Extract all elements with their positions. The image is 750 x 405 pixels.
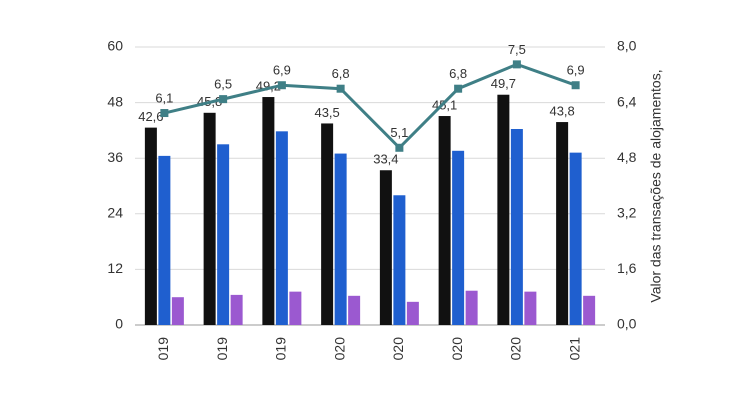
x-tick-label: 020 xyxy=(449,337,465,361)
value-label: 5,1 xyxy=(390,125,408,140)
line-marker xyxy=(395,143,404,152)
y2-tick-label: 1,6 xyxy=(617,260,637,276)
y2-tick-label: 0,0 xyxy=(617,316,637,332)
bar xyxy=(569,152,582,325)
x-tick-label: 020 xyxy=(390,337,406,361)
line xyxy=(164,62,577,150)
y2-tick-label: 6,4 xyxy=(617,93,637,109)
bar xyxy=(144,127,157,326)
x-tick-label: 019 xyxy=(155,337,171,361)
bar xyxy=(348,295,361,325)
bar xyxy=(438,116,451,325)
value-label: 6,8 xyxy=(449,66,467,81)
bar xyxy=(379,170,392,325)
bar xyxy=(393,195,406,325)
value-label: 49,7 xyxy=(491,76,516,91)
value-label: 6,9 xyxy=(273,63,291,78)
bar xyxy=(289,291,302,325)
y-tick-label: 24 xyxy=(107,205,123,221)
line-marker xyxy=(336,84,345,93)
y2-axis-title: Valor das transações de alojamentos, xyxy=(648,69,664,302)
line-marker xyxy=(571,81,580,90)
y-tick-label: 36 xyxy=(107,149,123,165)
value-label: 7,5 xyxy=(508,42,526,57)
y-tick-label: 48 xyxy=(107,93,123,109)
line-marker xyxy=(454,84,463,93)
bar xyxy=(510,129,523,325)
y2-tick-label: 8,0 xyxy=(617,38,637,54)
value-label: 43,5 xyxy=(314,105,339,120)
value-label: 6,9 xyxy=(567,63,585,78)
value-label: 6,8 xyxy=(332,66,350,81)
bar xyxy=(334,153,347,325)
bar xyxy=(158,155,171,325)
x-tick-label: 020 xyxy=(508,337,524,361)
bar xyxy=(203,112,216,325)
value-label: 6,1 xyxy=(155,90,173,105)
line-marker xyxy=(277,81,286,90)
bar xyxy=(321,123,334,325)
x-tick-label: 021 xyxy=(566,337,582,361)
y-tick-label: 60 xyxy=(107,38,123,54)
bar xyxy=(217,144,230,325)
value-label: 43,8 xyxy=(549,103,574,118)
y-tick-label: 0 xyxy=(115,316,123,332)
bar xyxy=(230,294,243,325)
bar xyxy=(171,297,184,325)
bar xyxy=(556,122,569,325)
value-label: 33,4 xyxy=(373,152,398,167)
x-tick-label: 019 xyxy=(214,337,230,361)
value-label: 42,6 xyxy=(138,109,163,124)
bar xyxy=(275,131,288,325)
line-marker xyxy=(160,109,169,118)
bar xyxy=(465,290,478,325)
bar xyxy=(262,97,275,325)
bar xyxy=(524,291,537,325)
x-tick-label: 020 xyxy=(331,337,347,361)
bar xyxy=(497,94,510,326)
y2-tick-label: 3,2 xyxy=(617,205,637,221)
bar xyxy=(583,295,596,325)
line-marker xyxy=(219,95,228,104)
bar xyxy=(452,150,465,325)
y-tick-label: 12 xyxy=(107,260,123,276)
bar xyxy=(406,301,419,325)
line-marker xyxy=(512,60,521,69)
y2-tick-label: 4,8 xyxy=(617,149,637,165)
value-label: 6,5 xyxy=(214,77,232,92)
x-tick-label: 019 xyxy=(273,337,289,361)
